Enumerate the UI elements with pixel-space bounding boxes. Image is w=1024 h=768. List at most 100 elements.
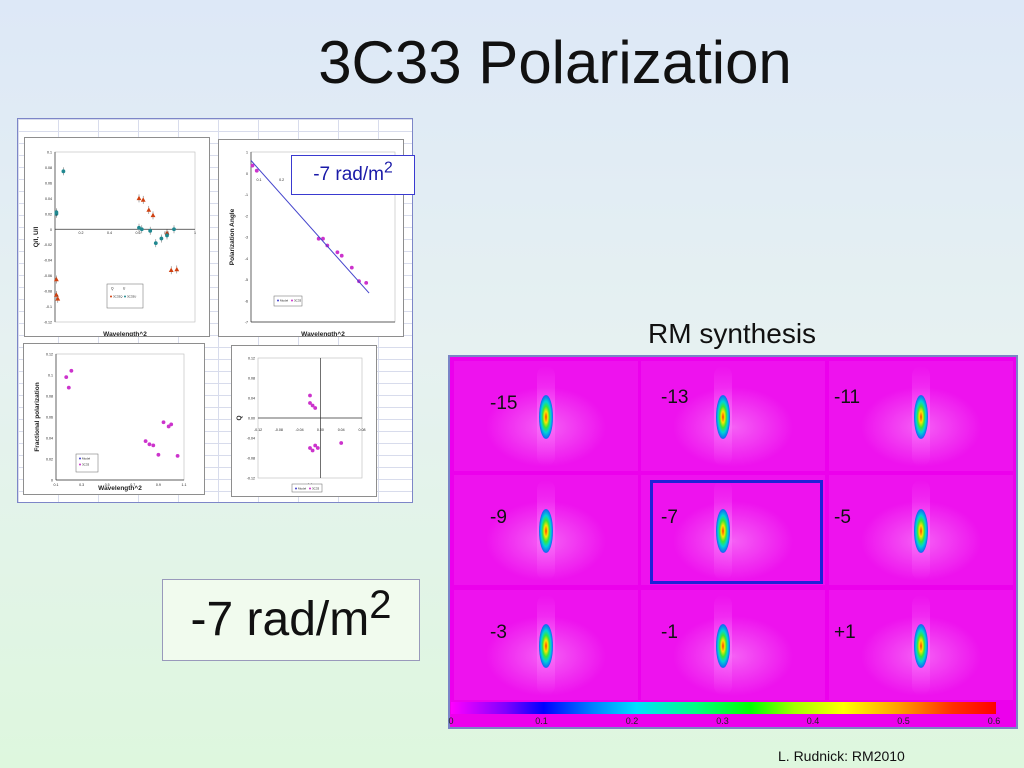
data-point — [66, 385, 71, 390]
y-tick-label: 0 — [51, 479, 53, 483]
y-tick-label: 0.06 — [45, 181, 52, 185]
colorbar-tick-label: 0.2 — [625, 716, 639, 726]
colorbar-tick-label: 0.3 — [716, 716, 729, 726]
y-tick-label: -3 — [245, 236, 248, 240]
x-tick-label: 0.9 — [156, 483, 161, 487]
data-point — [339, 253, 344, 258]
x-tick-label: 1.1 — [182, 483, 187, 487]
y-tick-label: -0.04 — [44, 259, 52, 263]
data-point — [161, 420, 166, 425]
rm-callout-small-text: -7 rad/m — [313, 164, 384, 185]
data-point — [310, 403, 315, 408]
y-tick-label: -7 — [245, 321, 248, 325]
data-point — [174, 266, 180, 272]
y-tick-label: 0.00 — [248, 417, 255, 421]
rm-highlight-box — [650, 480, 823, 584]
x-tick-label: 0.4 — [107, 231, 112, 235]
data-point — [64, 375, 69, 379]
rm-cell: -7 — [641, 475, 825, 585]
legend-box — [291, 483, 323, 493]
legend-swatch — [110, 295, 112, 298]
data-point — [308, 393, 312, 398]
rm-cell: -1 — [641, 590, 825, 700]
rm-callout-small: -7 rad/m2 — [291, 155, 415, 195]
y-tick-label: 0.08 — [46, 395, 53, 399]
model-line — [250, 160, 370, 294]
y-tick-label: -5 — [245, 278, 248, 282]
legend-swatch — [291, 299, 293, 302]
y-tick-label: -0.06 — [44, 274, 52, 278]
data-point — [143, 439, 148, 444]
rm-source-blob — [539, 395, 553, 439]
y-tick-label: 0.06 — [46, 416, 53, 420]
y-tick-label: 1 — [246, 151, 248, 155]
legend-swatch — [79, 463, 81, 466]
data-point — [335, 250, 340, 255]
data-point — [172, 227, 176, 232]
data-point — [165, 233, 169, 238]
rm-cell-label: -5 — [834, 507, 851, 528]
q-vs-u-panel: 0.12 0.08 0.04 0.00 -0.04 -0.08 -0.12 -0.12 -0.0… — [231, 345, 377, 497]
legend-swatch — [124, 295, 126, 298]
y-tick-label: 0.1 — [47, 151, 52, 155]
legend-swatch — [277, 299, 279, 302]
colorbar-tick-label: 0.5 — [897, 716, 910, 726]
y-tick-label: -0.08 — [44, 290, 52, 294]
rm-synthesis-grid: -15 -13 -11 -9 -7 -5 -3 -1 +1 — [448, 355, 1018, 729]
data-point — [315, 446, 320, 450]
x-tick-label: 0.2 — [79, 231, 84, 235]
rm-cell-label: -15 — [490, 393, 518, 414]
data-point — [349, 265, 354, 270]
rm-cell: -15 — [454, 361, 638, 471]
rm-source-blob — [914, 509, 928, 553]
rm-synthesis-title: RM synthesis — [648, 318, 817, 349]
data-point — [150, 212, 156, 218]
legend-box — [75, 453, 99, 473]
rm-callout-small-sup: 2 — [383, 159, 393, 177]
y-tick-label: -0.1 — [46, 305, 52, 309]
rm-source-blob — [716, 395, 730, 439]
colorbar-tick-label: 0.1 — [535, 716, 548, 726]
y-tick-label: 0.1 — [48, 374, 53, 378]
colorbar-ticks: 0 0.1 0.2 0.3 0.4 0.5 0.6 — [448, 716, 1000, 730]
x-axis-label: Wavelength^2 — [103, 330, 147, 336]
rm-cell: -11 — [829, 361, 1013, 471]
y-axis-label: Polarization Angle — [229, 208, 236, 265]
legend-swatch — [295, 487, 297, 490]
y-axis-label: Fractional polarization — [34, 382, 41, 451]
data-point — [55, 296, 61, 301]
data-point — [310, 448, 315, 453]
q-vs-u-chart: 0.12 0.08 0.04 0.00 -0.04 -0.08 -0.12 -0.12 -0.0… — [236, 357, 366, 493]
data-point — [166, 424, 171, 429]
rm-cell-label: +1 — [834, 622, 856, 643]
data-point — [159, 236, 164, 241]
data-point — [69, 368, 74, 373]
data-point — [136, 195, 142, 201]
data-point — [147, 442, 152, 447]
data-point — [250, 163, 255, 168]
y-tick-label: -4 — [245, 257, 248, 261]
data-point — [137, 225, 141, 230]
qu-vs-wavelength-panel: 0.1 0.08 0.06 0.04 0.02 0 -0.02 -0.04 -0.06 -0.08… — [24, 137, 210, 337]
data-point — [364, 281, 369, 285]
x-tick-label: -0.08 — [275, 428, 283, 432]
x-axis-label: Wavelength^2 — [301, 330, 345, 336]
rm-cell-label: -1 — [661, 622, 678, 643]
rm-callout-big-sup: 2 — [369, 583, 392, 627]
legend-title: Q — [111, 287, 114, 291]
x-tick-label: 0.1 — [54, 483, 59, 487]
x-axis-label: Wavelength^2 — [98, 484, 142, 492]
data-point — [175, 453, 180, 458]
x-tick-label: 0.04 — [338, 428, 345, 432]
x-tick-label: 0.7 — [130, 483, 135, 487]
fracpol-vs-wavelength-panel: 0.12 0.1 0.08 0.06 0.04 0.02 0 0.1 0.3 0.5 0.7 0.9 1… — [23, 343, 205, 495]
legend-label: 3C33 — [294, 299, 302, 303]
data-point — [254, 168, 259, 173]
qu-vs-wavelength-chart: 0.1 0.08 0.06 0.04 0.02 0 -0.02 -0.04 -0.06 -0.08… — [33, 151, 196, 337]
y-tick-label: 0.02 — [45, 212, 52, 216]
rm-cell-label: -9 — [490, 507, 507, 528]
data-point — [146, 207, 152, 212]
data-point — [156, 452, 161, 457]
legend-label: 3C33 — [312, 487, 320, 491]
